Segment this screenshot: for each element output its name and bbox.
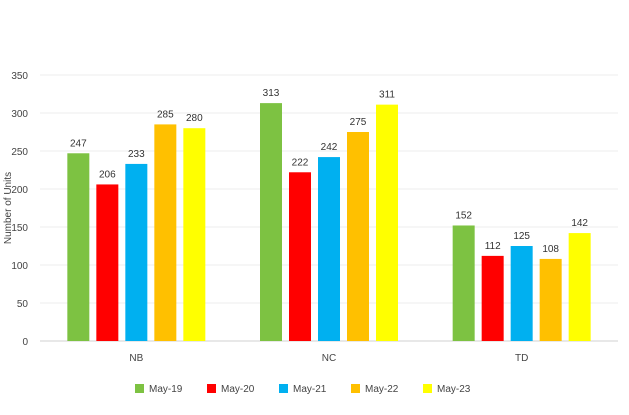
- legend-label: May-23: [437, 384, 471, 395]
- legend-label: May-22: [365, 384, 399, 395]
- bar-nc-may-19: [260, 103, 282, 342]
- legend-label: May-19: [149, 384, 183, 395]
- x-category-label: NC: [322, 353, 336, 364]
- y-tick-label: 300: [11, 109, 28, 120]
- data-label: 280: [186, 113, 203, 124]
- legend-swatch-may-20: [207, 384, 216, 393]
- data-label: 233: [128, 149, 145, 160]
- legend-swatch-may-21: [279, 384, 288, 393]
- bar-nb-may-20: [96, 184, 119, 341]
- data-label: 242: [321, 142, 338, 153]
- bar-nb-may-21: [125, 163, 148, 341]
- data-label: 125: [513, 231, 530, 242]
- bar-td-may-21: [510, 246, 533, 341]
- legend-swatch-may-22: [351, 384, 360, 393]
- legend-swatch-may-23: [423, 384, 432, 393]
- y-tick-label: 350: [11, 71, 28, 82]
- x-axis-categories: NB NC TD: [129, 353, 528, 364]
- y-tick-label: 250: [11, 147, 28, 158]
- bar-td-may-20: [481, 255, 504, 341]
- bar-td-may-19: [452, 225, 475, 341]
- data-label: 275: [350, 117, 367, 128]
- data-labels: 247 206 233 285 280 313 222 242 275 311 152 112 125 1…: [70, 88, 588, 255]
- y-tick-label: 150: [11, 223, 28, 234]
- bar-nb-may-22: [154, 124, 177, 342]
- y-tick-label: 200: [11, 185, 28, 196]
- legend-swatch-may-19: [135, 384, 144, 393]
- bar-nb-may-19: [67, 153, 90, 341]
- bar-nc-may-21: [318, 157, 340, 341]
- data-label: 152: [455, 210, 472, 221]
- data-label: 206: [99, 169, 116, 180]
- data-label: 108: [542, 244, 559, 255]
- y-tick-label: 0: [22, 337, 28, 348]
- data-label: 112: [485, 241, 501, 252]
- y-tick-label: 100: [11, 261, 28, 272]
- bar-td-may-22: [539, 258, 562, 341]
- y-tick-label: 50: [17, 299, 29, 310]
- bar-td-may-23: [568, 233, 591, 341]
- bars: [67, 103, 591, 342]
- legend: May-19 May-20 May-21 May-22 May-23: [135, 384, 471, 395]
- bar-nc-may-23: [376, 104, 398, 341]
- bar-nb-may-23: [183, 128, 206, 341]
- data-label: 285: [157, 109, 174, 120]
- data-label: 142: [571, 218, 588, 229]
- y-axis-ticks: 0 50 100 150 200 250 300 350: [11, 71, 28, 348]
- data-label: 313: [263, 88, 280, 99]
- x-category-label: TD: [515, 353, 528, 364]
- y-axis-label: Number of Units: [3, 172, 14, 244]
- x-category-label: NB: [129, 353, 143, 364]
- data-label: 247: [70, 138, 87, 149]
- bar-nc-may-22: [347, 132, 369, 341]
- legend-label: May-21: [293, 384, 327, 395]
- bar-nc-may-20: [289, 172, 311, 341]
- data-label: 311: [379, 90, 395, 101]
- data-label: 222: [292, 157, 309, 168]
- legend-label: May-20: [221, 384, 255, 395]
